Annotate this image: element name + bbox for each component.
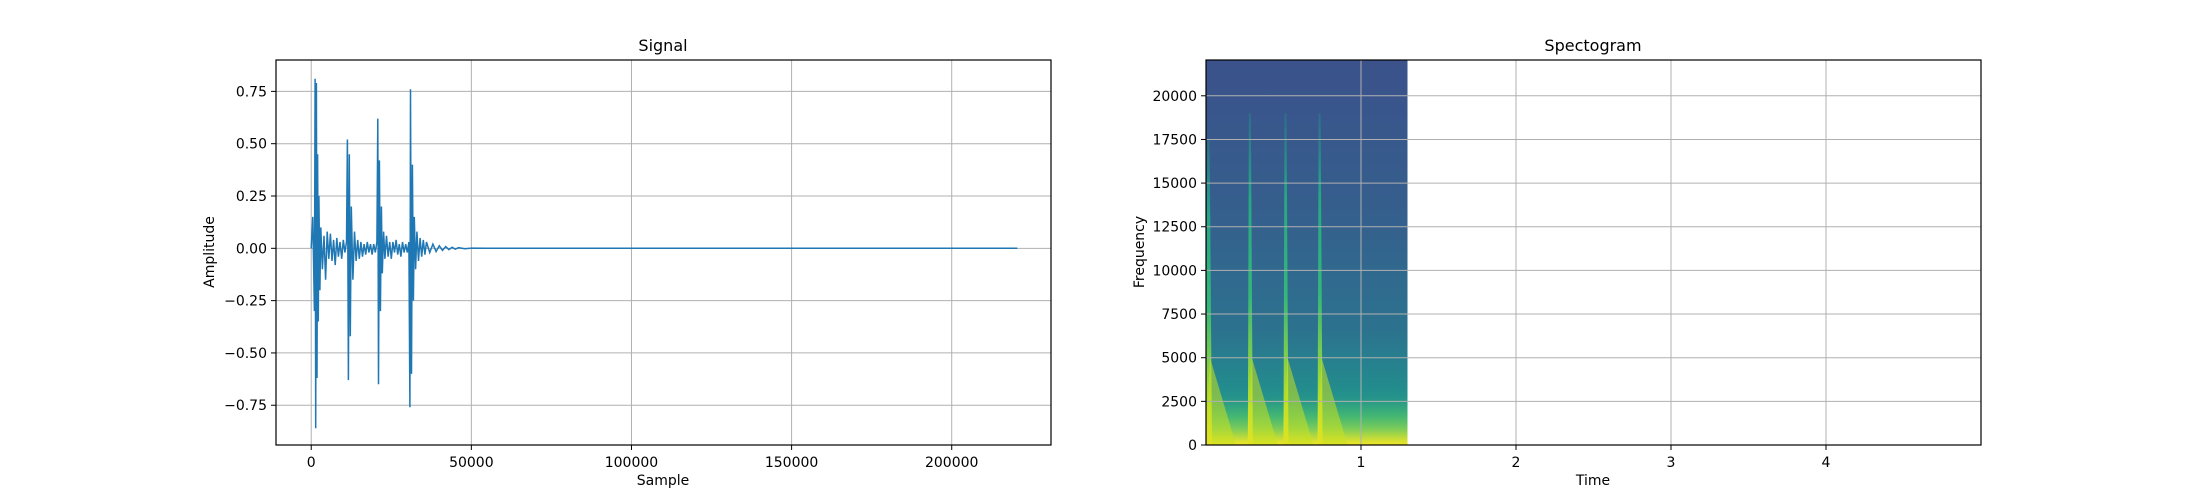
signal-plot-frame xyxy=(275,59,1052,446)
spectrogram-background xyxy=(1206,60,1408,445)
spectrogram-onset-streak xyxy=(1317,113,1323,445)
spectrogram-x-tick-label: 3 xyxy=(1667,455,1676,471)
spectrogram-x-tick-label: 1 xyxy=(1357,455,1366,471)
signal-title: Signal xyxy=(638,36,687,55)
spectrogram-chart: Spectogram xyxy=(1132,36,1982,489)
spectrogram-y-tick-label: 12500 xyxy=(1152,220,1197,236)
signal-x-tick-label: 50000 xyxy=(449,455,494,471)
spectrogram-x-tick-label: 4 xyxy=(1822,455,1831,471)
signal-y-tick-label: 0.00 xyxy=(236,241,267,257)
spectrogram-y-ticks: 0 2500 5000 7500 10000 12500 15000 17500 20000 xyxy=(1152,89,1206,454)
spectrogram-ylabel: Frequency xyxy=(1132,216,1148,288)
spectrogram-y-tick-label: 17500 xyxy=(1152,132,1197,148)
signal-y-ticks: −0.75 −0.50 −0.25 0.00 0.25 0.50 0.75 xyxy=(224,84,276,414)
spectrogram-y-tick-label: 20000 xyxy=(1152,89,1197,105)
signal-x-tick-label: 100000 xyxy=(605,455,658,471)
signal-y-tick-label: −0.50 xyxy=(224,346,267,362)
spectrogram-onset-streak xyxy=(1247,113,1253,445)
signal-ylabel: Amplitude xyxy=(202,216,218,288)
signal-x-tick-label: 150000 xyxy=(765,455,818,471)
signal-x-tick-label: 200000 xyxy=(925,455,978,471)
signal-x-ticks: 0 50000 100000 150000 200000 xyxy=(307,445,978,471)
spectrogram-title: Spectogram xyxy=(1544,36,1641,55)
signal-y-tick-label: −0.75 xyxy=(224,398,267,414)
spectrogram-xlabel: Time xyxy=(1575,473,1610,489)
signal-y-tick-label: 0.25 xyxy=(236,189,267,205)
signal-series-line xyxy=(310,78,1018,429)
signal-y-tick-label: −0.25 xyxy=(224,294,267,310)
spectrogram-plot-frame xyxy=(1205,59,1982,446)
spectrogram-y-tick-label: 5000 xyxy=(1161,351,1197,367)
spectrogram-x-tick-label: 2 xyxy=(1512,455,1521,471)
signal-y-tick-label: 0.50 xyxy=(236,137,267,153)
spectrogram-y-tick-label: 0 xyxy=(1188,438,1197,454)
signal-xlabel: Sample xyxy=(637,473,690,489)
spectrogram-y-tick-label: 7500 xyxy=(1161,307,1197,323)
spectrogram-image xyxy=(1206,60,1408,445)
signal-y-tick-label: 0.75 xyxy=(236,84,267,100)
signal-x-tick-label: 0 xyxy=(307,455,316,471)
spectrogram-y-tick-label: 2500 xyxy=(1161,394,1197,410)
spectrogram-x-ticks: 1 2 3 4 xyxy=(1357,445,1831,471)
spectrogram-onset-streak xyxy=(1283,113,1289,445)
spectrogram-y-tick-label: 15000 xyxy=(1152,176,1197,192)
signal-chart: Signal 0 50000 100000 150000 200000 −0.75−0.… xyxy=(202,36,1052,489)
spectrogram-y-tick-label: 10000 xyxy=(1152,263,1197,279)
